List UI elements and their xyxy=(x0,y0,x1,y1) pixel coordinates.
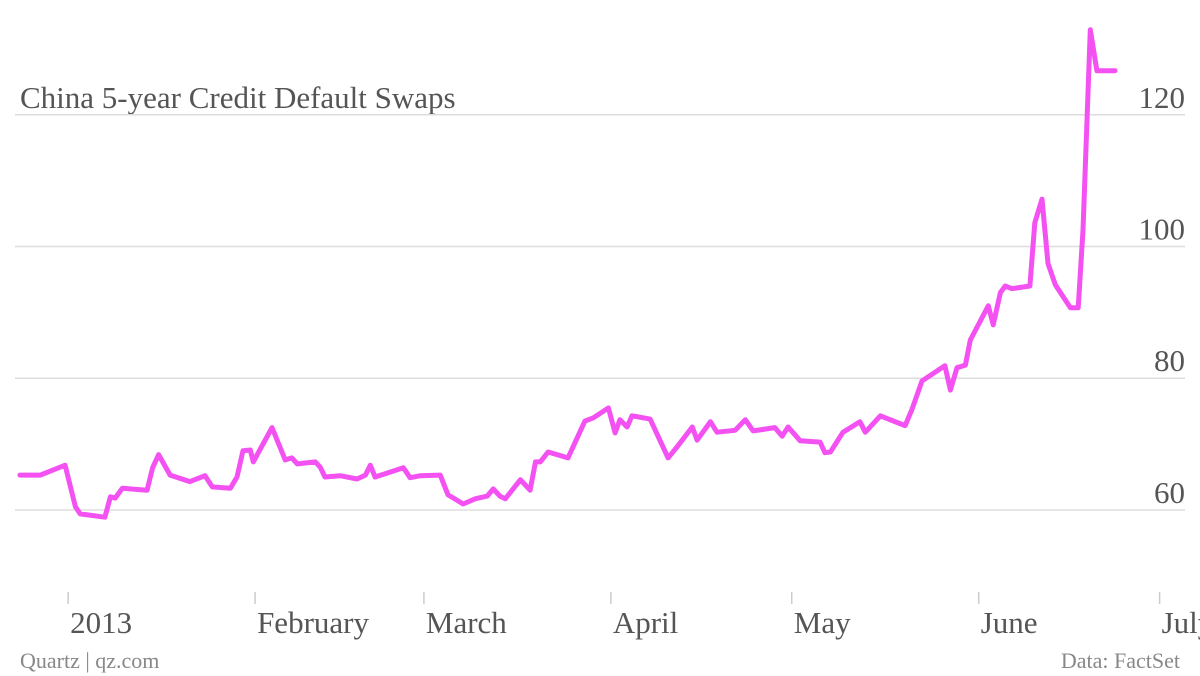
y-tick-label: 60 xyxy=(1154,475,1185,510)
chart-title: China 5-year Credit Default Swaps xyxy=(20,80,456,115)
credit: Quartz | qz.com xyxy=(20,648,159,673)
source: Data: FactSet xyxy=(1061,648,1180,673)
x-tick-label: July xyxy=(1162,605,1200,640)
y-tick-label: 80 xyxy=(1154,343,1185,378)
x-tick-label: May xyxy=(794,605,851,640)
line xyxy=(17,27,1118,520)
y-tick-label: 100 xyxy=(1139,212,1186,247)
y-tick-label: 120 xyxy=(1139,80,1186,115)
x-tick-label: March xyxy=(426,605,507,640)
x-tick-label: April xyxy=(613,605,678,640)
x-tick-label: 2013 xyxy=(70,605,132,640)
x-tick-label: February xyxy=(257,605,369,640)
x-tick-label: June xyxy=(981,605,1038,640)
